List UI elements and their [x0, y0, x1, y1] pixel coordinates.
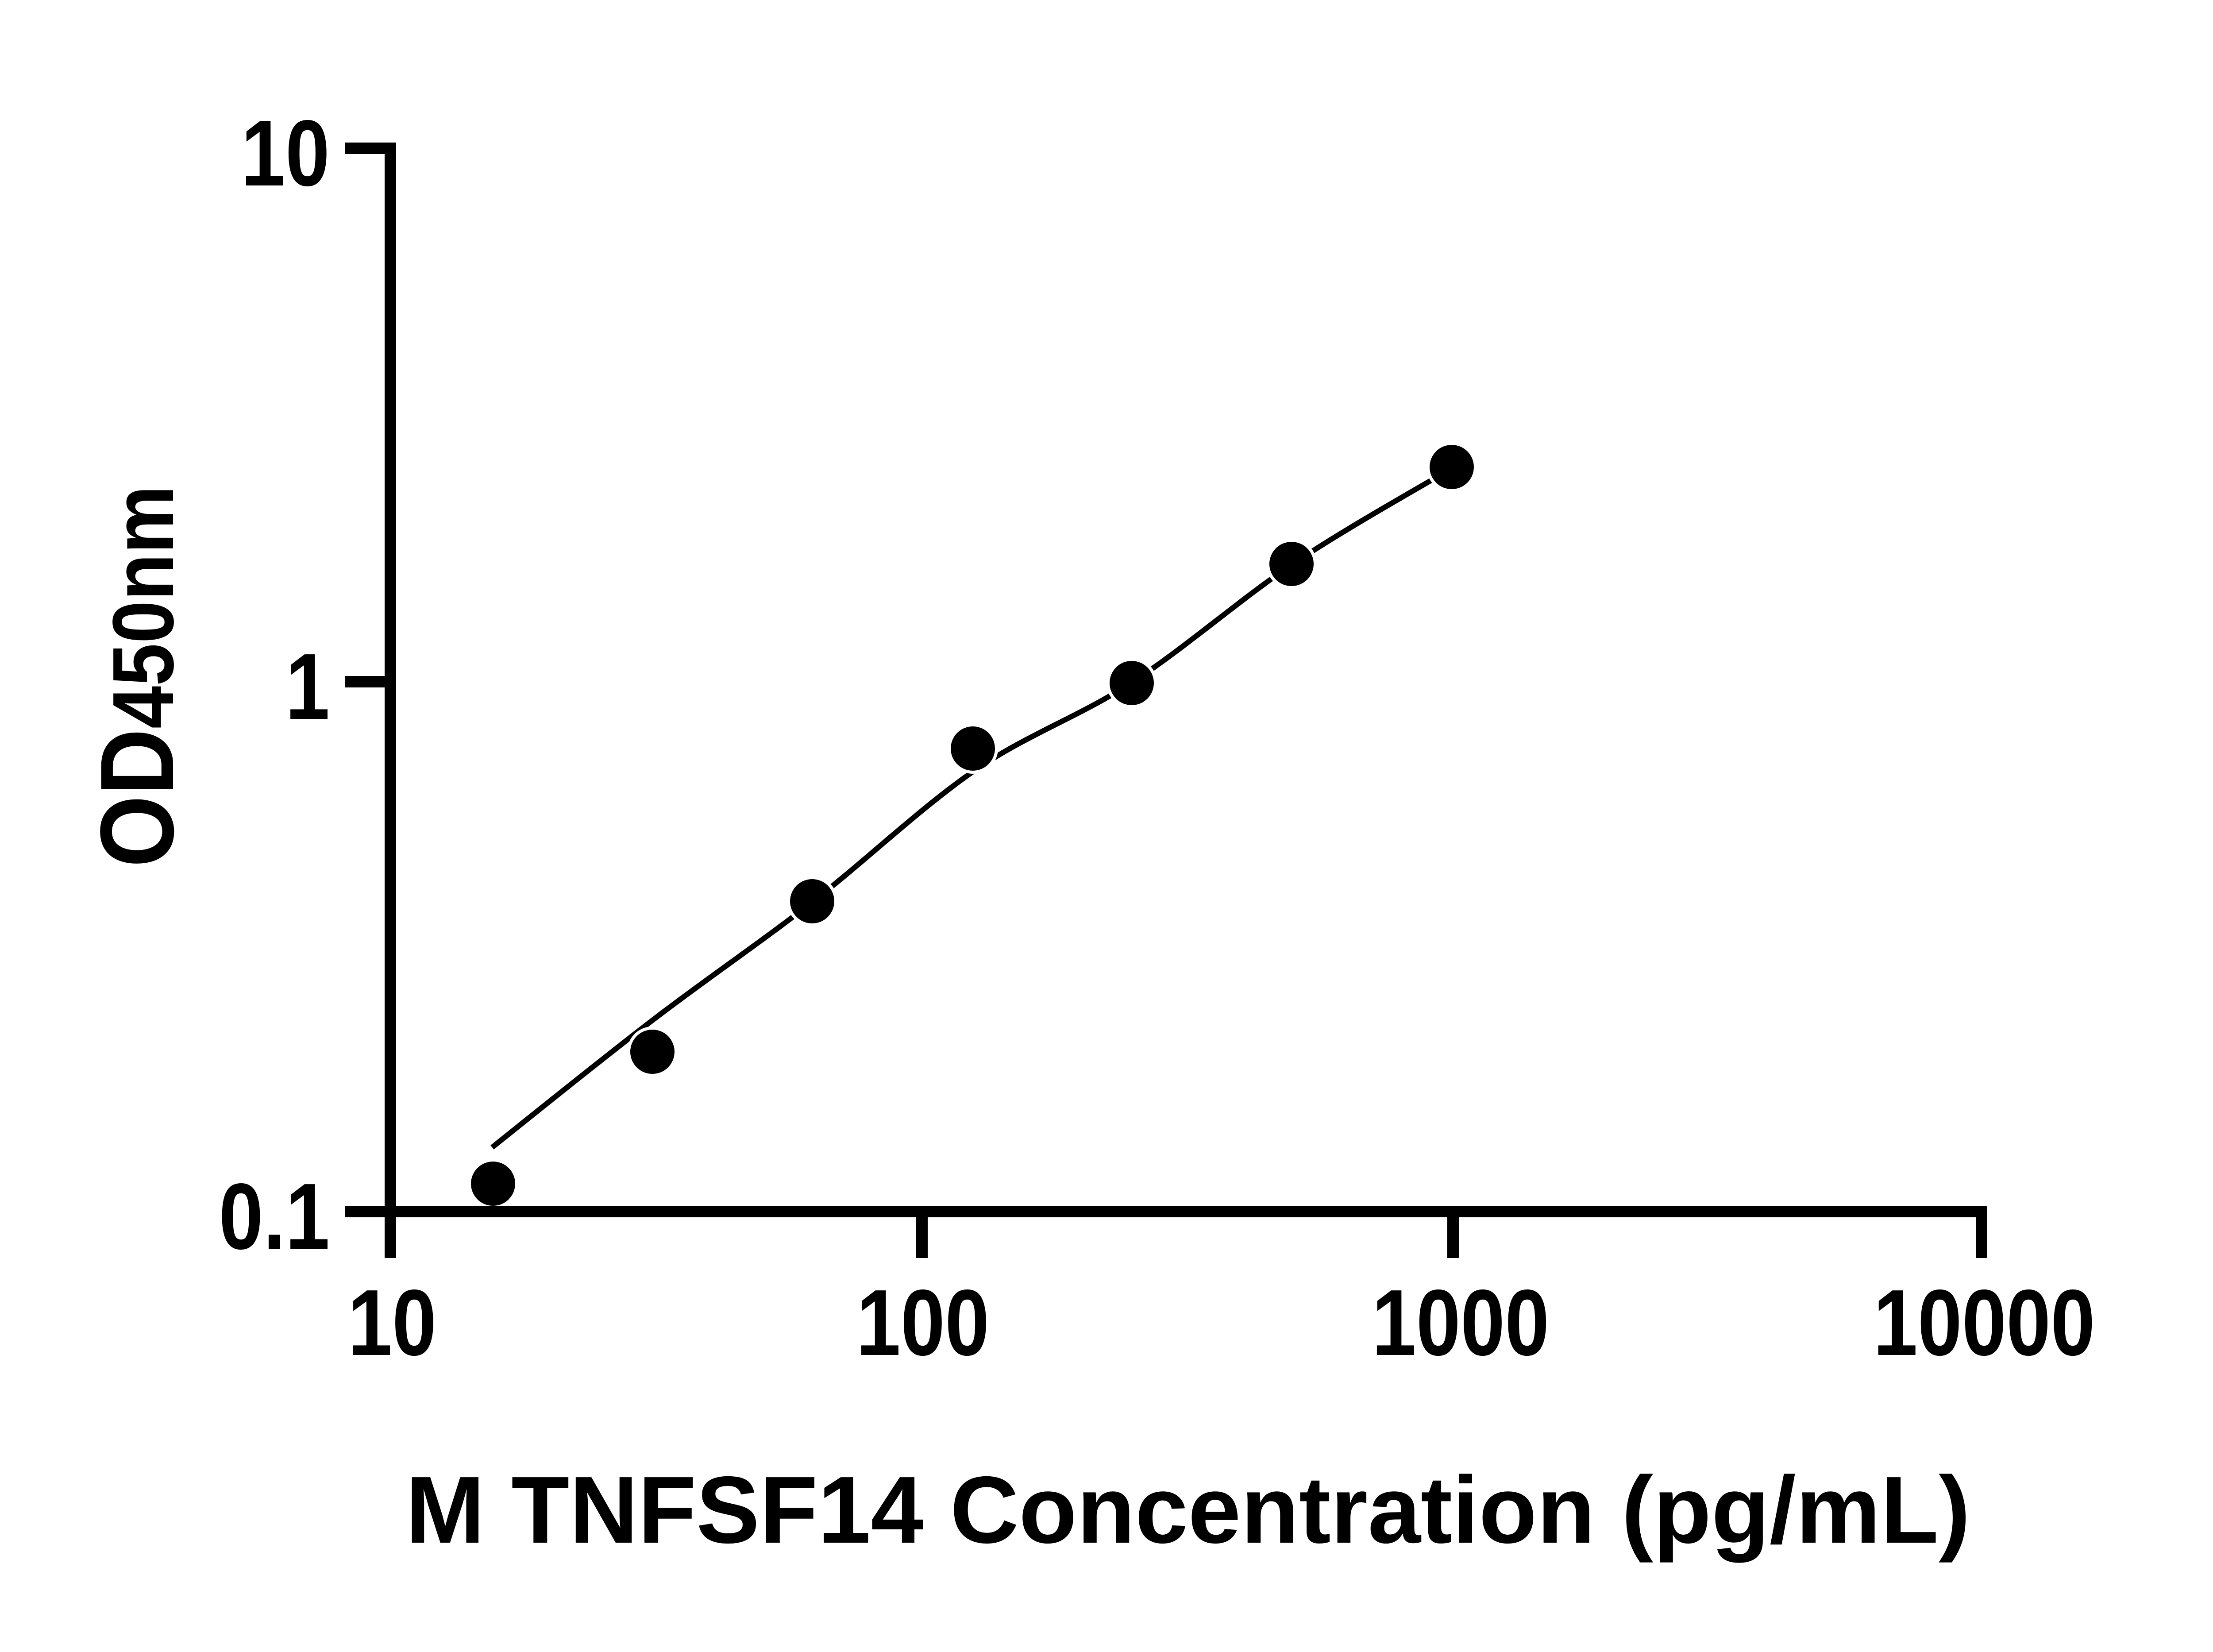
svg-text:1: 1 — [285, 634, 330, 739]
svg-text:1000: 1000 — [1372, 1270, 1550, 1375]
svg-text:0.1: 0.1 — [219, 1164, 330, 1269]
svg-text:100: 100 — [856, 1270, 990, 1375]
svg-text:10000: 10000 — [1873, 1270, 2095, 1375]
svg-text:M TNFSF14 Concentration (pg/mL: M TNFSF14 Concentration (pg/mL) — [405, 1456, 1970, 1563]
svg-text:10: 10 — [241, 100, 330, 205]
svg-text:10: 10 — [348, 1270, 436, 1375]
svg-text:OD450nm: OD450nm — [79, 486, 196, 868]
